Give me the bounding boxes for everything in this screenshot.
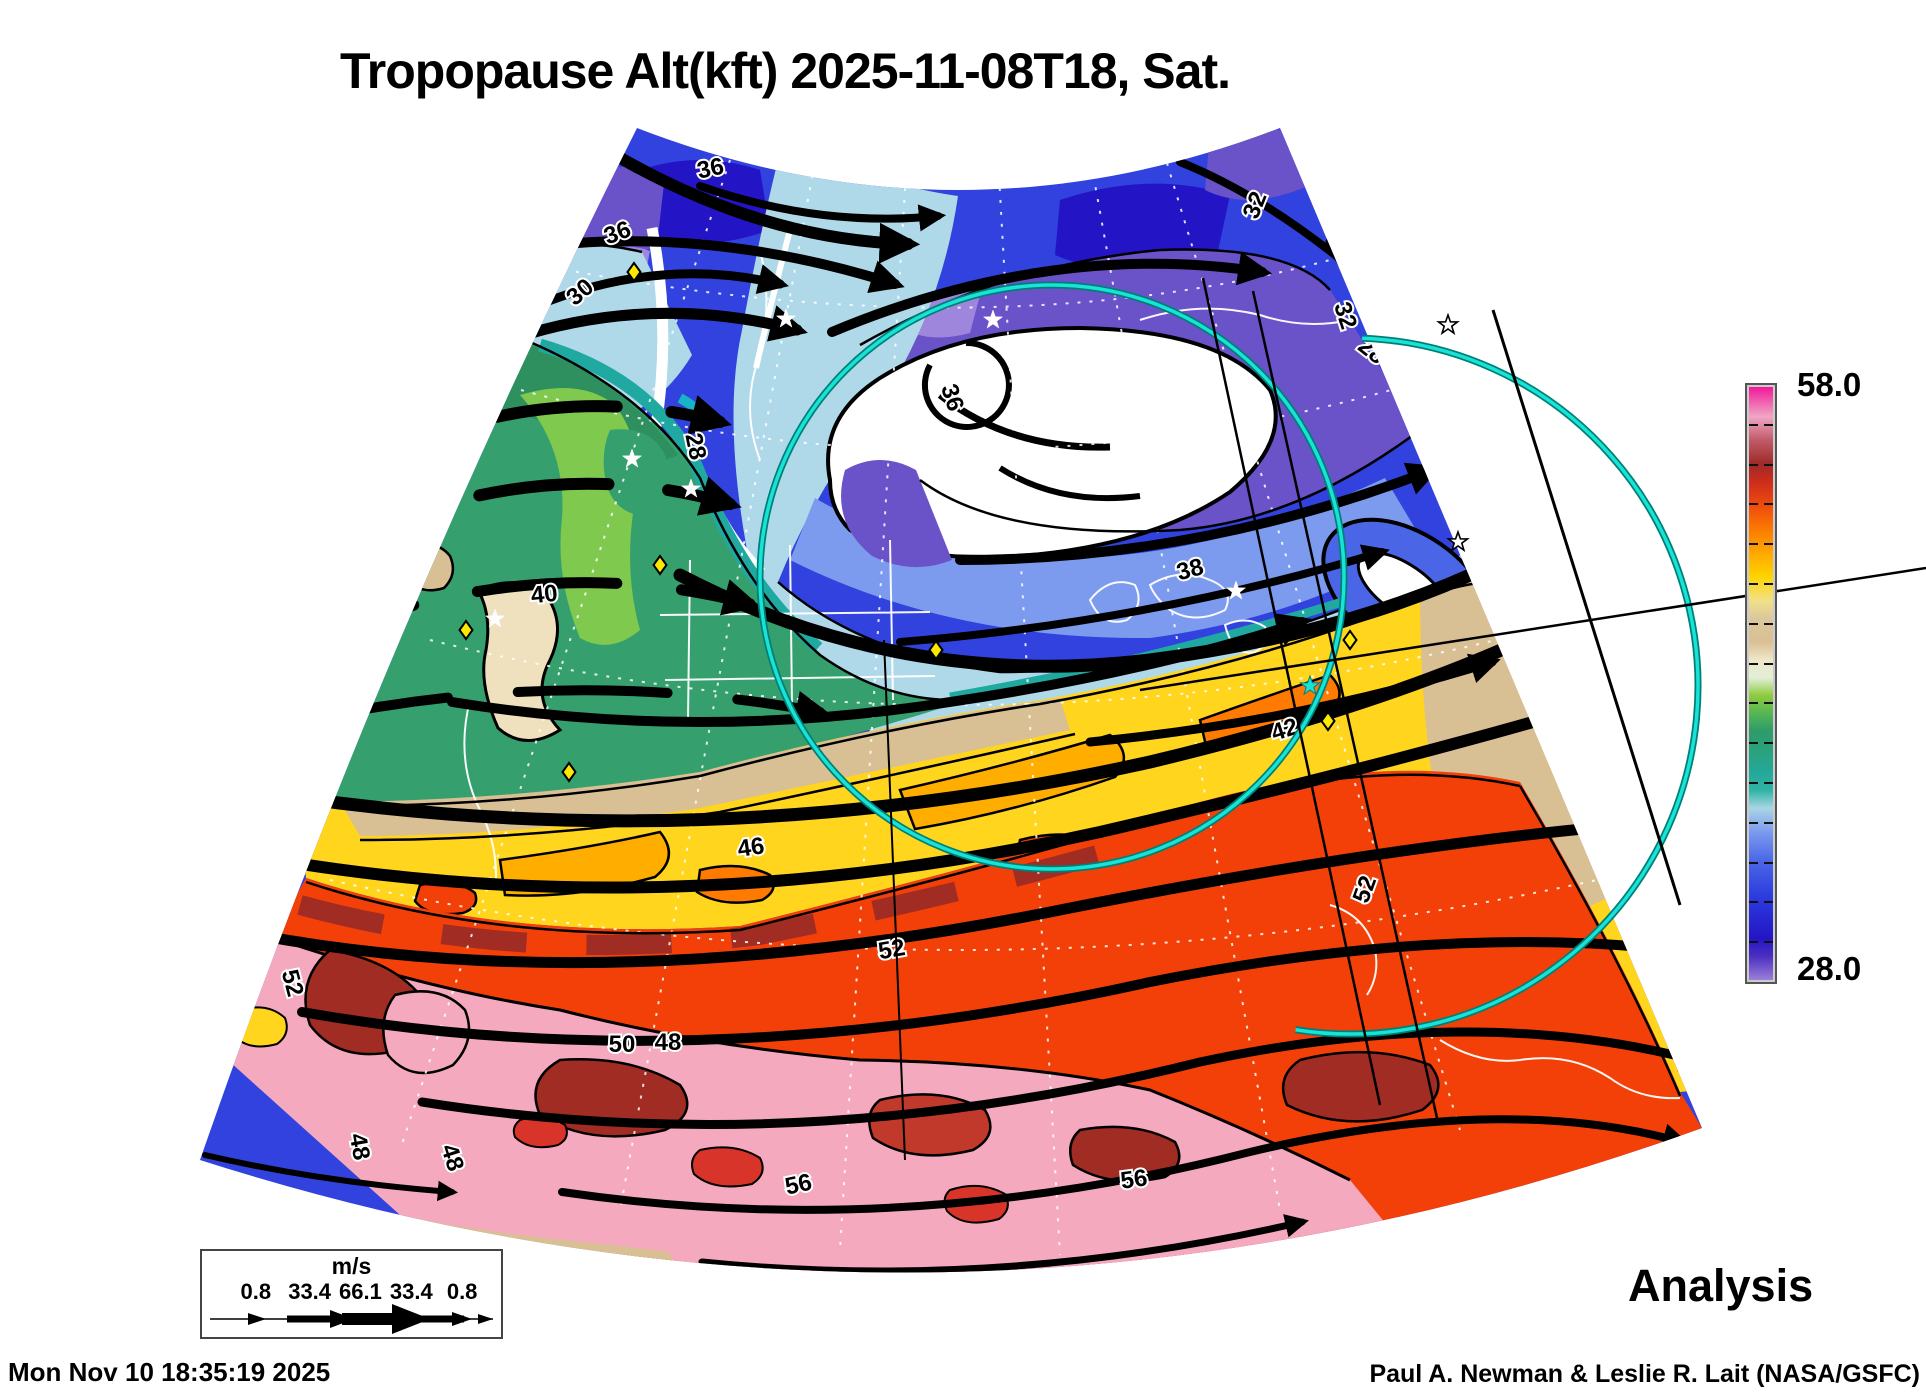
- colorbar-tick: [1749, 861, 1758, 864]
- contour-label: 40: [530, 580, 559, 610]
- range-rings: [756, 281, 1702, 1038]
- contour-label: 48: [344, 1131, 375, 1162]
- colorbar-tick: [1764, 861, 1773, 864]
- contour-label: 56: [783, 1169, 815, 1201]
- colorbar-tick: [1764, 901, 1773, 904]
- colorbar-tick: [1764, 702, 1773, 705]
- colorbar-tick: [1764, 662, 1773, 665]
- contour-label: 36: [695, 153, 727, 185]
- timestamp: Mon Nov 10 18:35:19 2025: [8, 1357, 331, 1387]
- contour-label: 52: [876, 934, 907, 965]
- colorbar-tick: [1749, 742, 1758, 745]
- colorbar-tick: [1749, 423, 1758, 426]
- colorbar-tick: [1764, 941, 1773, 944]
- wind-legend-units: m/s: [331, 1253, 372, 1279]
- credit: Paul A. Newman & Leslie R. Lait (NASA/GS…: [1369, 1360, 1920, 1388]
- colorbar-tick: [1764, 582, 1773, 585]
- colorbar-tick: [1749, 702, 1758, 705]
- colorbar-tick: [1764, 821, 1773, 824]
- wind-speed-value: 33.4: [288, 1279, 332, 1304]
- colorbar-tick: [1764, 423, 1773, 426]
- track-lines: [883, 277, 1926, 1161]
- colorbar-tick: [1749, 503, 1758, 506]
- colorbar-max-label: 58.0: [1797, 366, 1862, 403]
- wind-speed-value: 0.8: [240, 1279, 272, 1304]
- wind-speed-value: 33.4: [389, 1279, 433, 1304]
- colorbar-min-label: 28.0: [1797, 950, 1862, 987]
- colorbar-tick: [1749, 622, 1758, 625]
- wind-arrow-scale: [210, 1304, 493, 1334]
- colorbar-tick: [1764, 543, 1773, 546]
- colorbar-tick: [1749, 941, 1758, 944]
- colorbar: [1745, 383, 1777, 984]
- contour-label: 28: [679, 431, 711, 463]
- contour-label: 46: [736, 832, 766, 862]
- outline-star-marker: [1437, 314, 1459, 334]
- colorbar-tick: [1764, 503, 1773, 506]
- colorbar-tick: [1764, 463, 1773, 466]
- colorbar-tick: [1749, 582, 1758, 585]
- colorbar-tick: [1749, 821, 1758, 824]
- contour-label: 50: [609, 1031, 636, 1058]
- contour-label: 48: [655, 1029, 682, 1056]
- colorbar-tick: [1764, 622, 1773, 625]
- wind-speed-legend: m/s 0.8 33.4 66.1 33.4 0.8: [200, 1249, 503, 1339]
- colorbar-tick: [1749, 901, 1758, 904]
- colorbar-frame: [1745, 383, 1777, 984]
- wind-speed-value: 66.1: [339, 1279, 382, 1304]
- analysis-label: Analysis: [1628, 1260, 1814, 1311]
- colorbar-tick: [1749, 463, 1758, 466]
- colorbar-tick: [1764, 782, 1773, 785]
- page-title: Tropopause Alt(kft) 2025-11-08T18, Sat.: [339, 43, 1231, 99]
- colorbar-tick: [1764, 742, 1773, 745]
- colorbar-tick: [1749, 782, 1758, 785]
- wind-speed-value: 0.8: [446, 1279, 478, 1304]
- contour-label: 56: [1119, 1164, 1149, 1194]
- colorbar-tick: [1749, 543, 1758, 546]
- colorbar-tick: [1749, 662, 1758, 665]
- colorbar-gradient: [1749, 387, 1773, 980]
